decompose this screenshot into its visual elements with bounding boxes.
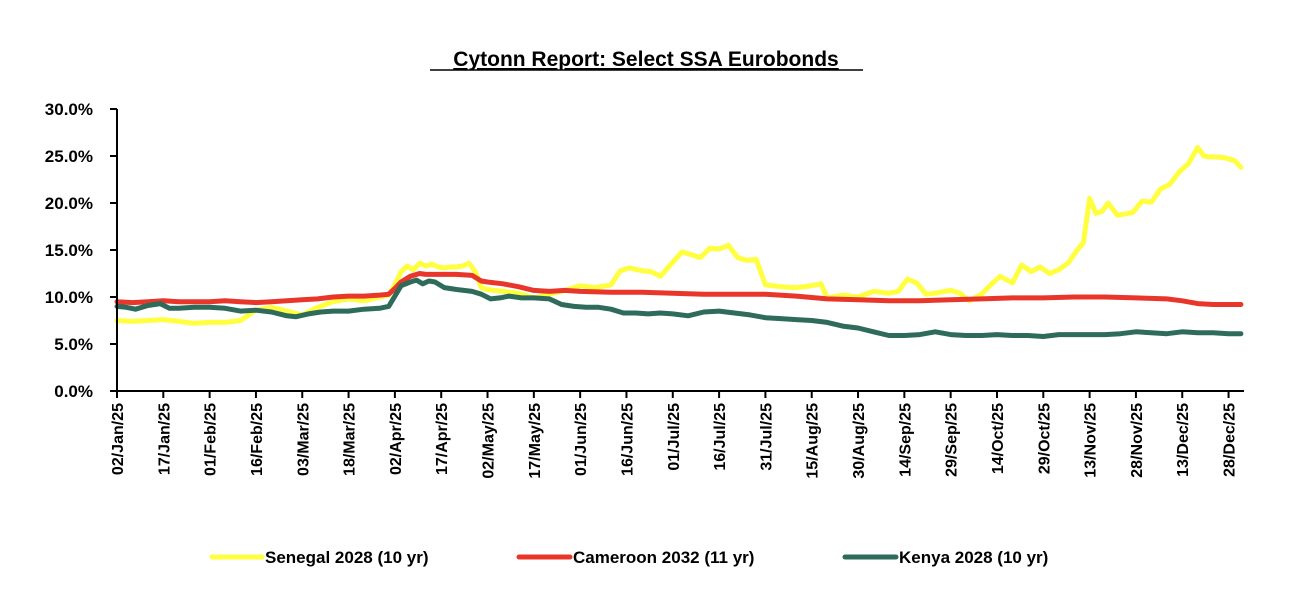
- x-tick-label: 01/Feb/25: [203, 403, 220, 476]
- y-tick-label: 5.0%: [54, 335, 93, 354]
- x-axis-ticks: 02/Jan/25 17/Jan/25 01/Feb/25 16/Feb/25 03/M…: [110, 391, 1239, 479]
- series-line-cameroon: [114, 271, 1244, 307]
- x-tick-label: 02/May/25: [481, 403, 498, 479]
- x-tick-label: 16/Jun/25: [620, 403, 637, 476]
- legend-label-cameroon: Cameroon 2032 (11 yr): [573, 548, 754, 567]
- y-tick-label: 30.0%: [45, 100, 93, 119]
- y-tick-label: 15.0%: [45, 241, 93, 260]
- x-tick-label: 16/Feb/25: [249, 403, 266, 476]
- x-tick-label: 17/Apr/25: [434, 403, 451, 475]
- legend-label-kenya: Kenya 2028 (10 yr): [899, 548, 1048, 567]
- legend-label-senegal: Senegal 2028 (10 yr): [265, 548, 428, 567]
- x-tick-label: 15/Aug/25: [805, 403, 822, 479]
- y-tick-label: 25.0%: [45, 147, 93, 166]
- x-tick-label: 28/Dec/25: [1222, 403, 1239, 477]
- x-tick-label: 13/Dec/25: [1175, 403, 1192, 477]
- y-axis-ticks: 0.0% 5.0% 10.0% 15.0% 20.0% 25.0% 30.0%: [45, 100, 117, 401]
- x-tick-label: 13/Nov/25: [1083, 403, 1100, 478]
- x-tick-label: 17/Jan/25: [156, 403, 173, 475]
- x-tick-label: 02/Apr/25: [388, 403, 405, 475]
- legend: Senegal 2028 (10 yr) Cameroon 2032 (11 y…: [209, 548, 1048, 567]
- x-tick-label: 02/Jan/25: [110, 403, 127, 475]
- series-line-kenya: [114, 277, 1244, 339]
- x-tick-label: 01/Jul/25: [666, 403, 683, 471]
- y-tick-label: 10.0%: [45, 288, 93, 307]
- y-tick-label: 20.0%: [45, 194, 93, 213]
- x-tick-label: 29/Sep/25: [944, 403, 961, 477]
- x-tick-label: 17/May/25: [527, 403, 544, 479]
- x-tick-label: 01/Jun/25: [573, 403, 590, 476]
- x-tick-label: 16/Jul/25: [712, 403, 729, 471]
- x-tick-label: 18/Mar/25: [342, 403, 359, 476]
- x-tick-label: 14/Sep/25: [897, 403, 914, 477]
- x-tick-label: 03/Mar/25: [295, 403, 312, 476]
- x-tick-label: 30/Aug/25: [851, 403, 868, 479]
- x-tick-label: 14/Oct/25: [990, 403, 1007, 474]
- chart-title: Cytonn Report: Select SSA Eurobonds: [453, 48, 838, 71]
- y-tick-label: 0.0%: [54, 382, 93, 401]
- x-tick-label: 29/Oct/25: [1036, 403, 1053, 474]
- x-tick-label: 31/Jul/25: [758, 403, 775, 471]
- x-tick-label: 28/Nov/25: [1129, 403, 1146, 478]
- plot-area: [114, 145, 1244, 339]
